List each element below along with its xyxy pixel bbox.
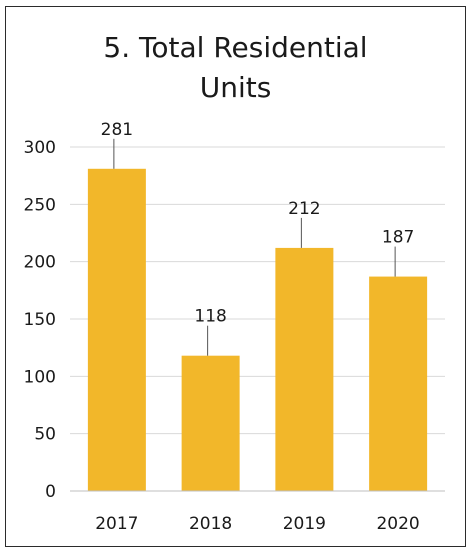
data-label: 281 (101, 120, 133, 140)
chart-title: 5. Total Residential Units (0, 28, 471, 108)
bar (87, 168, 146, 491)
y-tick-label: 150 (24, 310, 56, 330)
y-tick-label: 0 (45, 482, 56, 502)
x-tick-label: 2019 (283, 514, 326, 534)
data-label: 187 (382, 228, 414, 248)
x-tick-label: 2020 (376, 514, 419, 534)
chart-title-line-2: Units (199, 71, 272, 104)
chart-title-line-1: 5. Total Residential (103, 31, 368, 64)
y-tick-label: 100 (24, 367, 56, 387)
data-label: 212 (288, 199, 320, 219)
data-label: 118 (194, 307, 226, 327)
y-tick-label: 300 (24, 138, 56, 158)
bar (181, 355, 240, 491)
y-tick-label: 50 (34, 425, 56, 445)
x-tick-label: 2018 (189, 514, 232, 534)
x-tick-label: 2017 (95, 514, 138, 534)
y-tick-label: 200 (24, 253, 56, 273)
bar (369, 276, 428, 491)
y-tick-label: 250 (24, 195, 56, 215)
bar (275, 247, 334, 491)
